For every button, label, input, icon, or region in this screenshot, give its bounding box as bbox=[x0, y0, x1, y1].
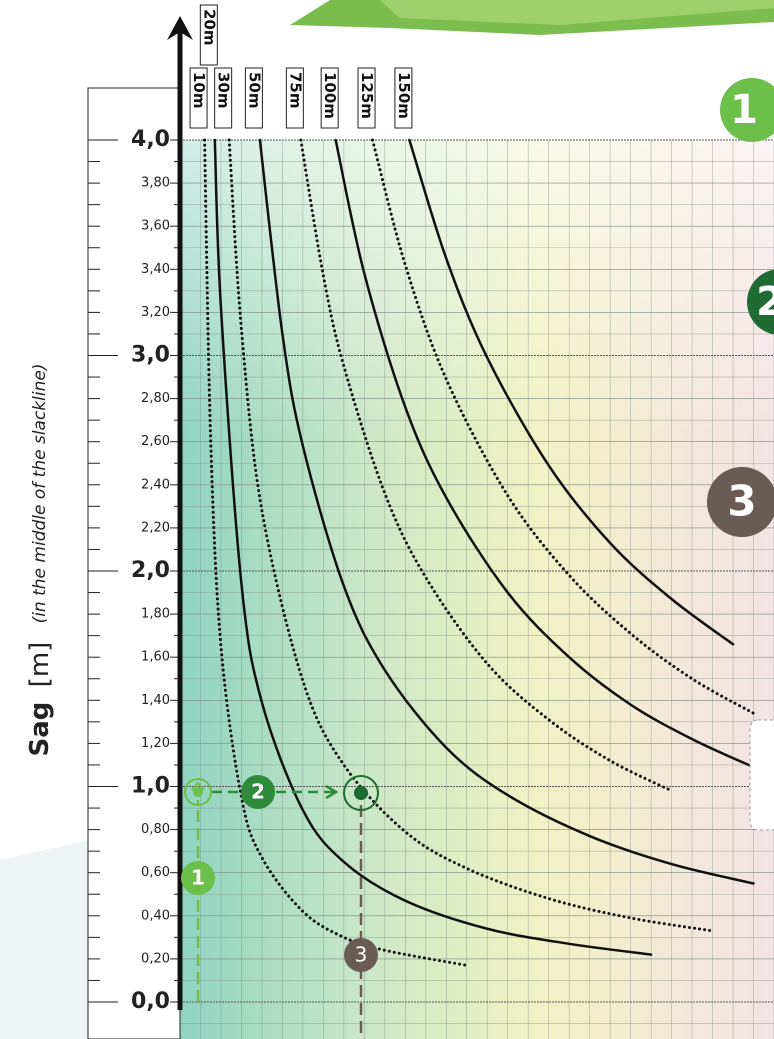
y-tick-label: 2,40 bbox=[141, 477, 170, 492]
series-label: 20m bbox=[200, 9, 218, 46]
series-label: 30m bbox=[215, 72, 233, 109]
y-tick-label: 2,60 bbox=[141, 434, 170, 449]
step-badge bbox=[241, 775, 275, 809]
target-point bbox=[354, 786, 368, 800]
decor-shape bbox=[380, 0, 774, 25]
step-badge bbox=[344, 938, 378, 972]
y-tick-label: 3,20 bbox=[141, 305, 170, 320]
y-tick-label: 3,80 bbox=[141, 176, 170, 191]
series-label: 75m bbox=[286, 72, 304, 109]
step-badge bbox=[181, 861, 215, 895]
series-label: 100m bbox=[321, 72, 339, 119]
series-label-box bbox=[244, 67, 263, 129]
series-label-box bbox=[214, 67, 233, 129]
series-label-box bbox=[199, 4, 218, 66]
series-label: 10m bbox=[190, 72, 208, 109]
y-tick-label: 0,20 bbox=[141, 951, 170, 966]
guide-arrow bbox=[191, 781, 205, 791]
series-label-box bbox=[285, 67, 304, 129]
y-tick-label: 0,60 bbox=[141, 865, 170, 880]
series-label: 150m bbox=[395, 72, 413, 119]
series-line bbox=[213, 138, 653, 956]
note-box bbox=[749, 719, 774, 831]
side-step-badge bbox=[720, 78, 774, 142]
step-number: 2 bbox=[251, 780, 265, 804]
y-label-note: (in the middle of the slackline) bbox=[30, 364, 50, 624]
guide-arrow bbox=[325, 784, 339, 800]
step-number: 1 bbox=[191, 866, 205, 890]
y-tick-label: 4,0 bbox=[131, 127, 170, 152]
step-number: 3 bbox=[355, 943, 368, 967]
start-point bbox=[193, 787, 203, 797]
y-tick-label: 1,40 bbox=[141, 693, 170, 708]
start-point bbox=[184, 778, 212, 806]
series-label-box bbox=[357, 67, 376, 129]
series-label-box bbox=[189, 67, 208, 129]
plot-fade bbox=[180, 140, 774, 440]
y-tick-label: 1,0 bbox=[131, 774, 170, 799]
series-line bbox=[299, 138, 674, 793]
y-label-main: Sag bbox=[25, 702, 55, 757]
y-axis-label: Sag [m] (in the middle of the slackline) bbox=[25, 364, 55, 757]
y-tick-label: 3,60 bbox=[141, 219, 170, 234]
side-step-number: 3 bbox=[727, 477, 756, 526]
side-step-badge bbox=[707, 467, 774, 537]
side-step-number: 1 bbox=[730, 87, 758, 133]
series-label-box bbox=[394, 67, 413, 129]
series-label: 50m bbox=[245, 72, 263, 109]
side-step-number: 2 bbox=[756, 279, 774, 325]
series-label: 125m bbox=[358, 72, 376, 119]
ruler bbox=[87, 87, 181, 1039]
series-line bbox=[334, 138, 755, 769]
y-tick-label: 0,0 bbox=[131, 989, 170, 1014]
y-tick-label: 3,0 bbox=[131, 343, 170, 368]
series-label-box bbox=[320, 67, 339, 129]
y-tick-label: 0,80 bbox=[141, 822, 170, 837]
y-label-unit: [m] bbox=[25, 642, 55, 688]
series-line bbox=[227, 138, 715, 933]
y-tick-label: 2,0 bbox=[131, 558, 170, 583]
y-tick-label: 2,20 bbox=[141, 520, 170, 535]
y-tick-label: 1,80 bbox=[141, 607, 170, 622]
series-line bbox=[258, 138, 755, 885]
target-point bbox=[343, 775, 379, 811]
series-line bbox=[408, 138, 735, 646]
y-tick-label: 3,40 bbox=[141, 262, 170, 277]
y-tick-label: 1,20 bbox=[141, 736, 170, 751]
side-step-badge bbox=[747, 269, 774, 335]
y-tick-label: 0,40 bbox=[141, 908, 170, 923]
step-guide: 1 2 3 bbox=[181, 775, 379, 1039]
y-tick-label: 1,60 bbox=[141, 650, 170, 665]
series-line bbox=[371, 138, 756, 715]
axis-arrow bbox=[167, 16, 193, 40]
y-tick-label: 2,80 bbox=[141, 391, 170, 406]
